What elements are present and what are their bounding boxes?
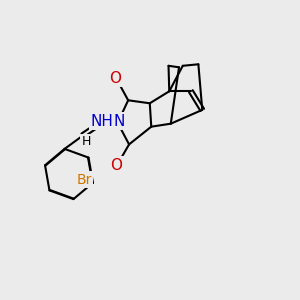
Text: H: H — [82, 136, 91, 148]
Text: NH: NH — [90, 114, 113, 129]
Text: N: N — [113, 114, 125, 129]
Text: Br: Br — [76, 173, 92, 187]
Text: O: O — [110, 158, 122, 173]
Text: O: O — [110, 71, 122, 86]
